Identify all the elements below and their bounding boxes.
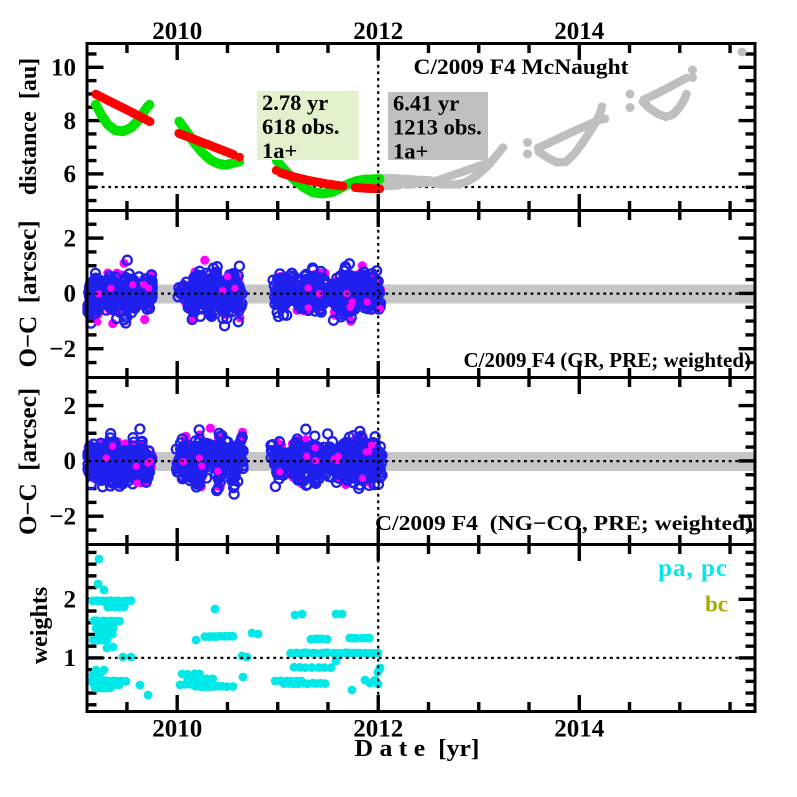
svg-text:8: 8 bbox=[64, 108, 77, 135]
svg-text:D a t e [yr]: D a t e [yr] bbox=[355, 736, 480, 762]
svg-text:distance [au]: distance [au] bbox=[16, 58, 42, 195]
svg-text:0: 0 bbox=[64, 281, 77, 308]
svg-text:2010: 2010 bbox=[152, 716, 202, 743]
svg-text:bc: bc bbox=[705, 592, 728, 617]
svg-text:C/2009 F4 (GR, PRE; weighted): C/2009 F4 (GR, PRE; weighted) bbox=[463, 348, 751, 372]
svg-text:pa, pc: pa, pc bbox=[658, 555, 728, 582]
svg-text:10: 10 bbox=[51, 55, 76, 82]
svg-text:2014: 2014 bbox=[554, 716, 605, 743]
svg-text:2014: 2014 bbox=[554, 18, 605, 45]
svg-text:−2: −2 bbox=[49, 504, 76, 531]
svg-text:O−C [arcsec]: O−C [arcsec] bbox=[15, 220, 42, 367]
svg-text:2: 2 bbox=[64, 587, 77, 614]
svg-text:weights: weights bbox=[27, 587, 53, 664]
svg-text:2012: 2012 bbox=[353, 18, 403, 45]
svg-text:C/2009 F4 McNaught: C/2009 F4 McNaught bbox=[414, 54, 630, 79]
svg-text:2012: 2012 bbox=[353, 716, 403, 743]
svg-text:C/2009 F4 (NG−CO, PRE; weight: C/2009 F4 (NG−CO, PRE; weighted) bbox=[375, 511, 753, 535]
svg-text:1: 1 bbox=[64, 645, 77, 672]
svg-text:2010: 2010 bbox=[152, 18, 202, 45]
svg-text:0: 0 bbox=[64, 448, 77, 475]
svg-text:2.78 yr: 2.78 yr bbox=[262, 90, 328, 115]
svg-text:2: 2 bbox=[64, 225, 77, 252]
svg-text:6: 6 bbox=[64, 161, 77, 188]
svg-text:6.41 yr: 6.41 yr bbox=[393, 91, 459, 116]
svg-text:−2: −2 bbox=[49, 336, 76, 363]
svg-text:O−C [arcsec]: O−C [arcsec] bbox=[15, 388, 42, 535]
svg-text:1a+: 1a+ bbox=[262, 138, 297, 163]
svg-text:1a+: 1a+ bbox=[393, 139, 428, 164]
svg-text:1213 obs.: 1213 obs. bbox=[393, 115, 482, 140]
svg-text:2: 2 bbox=[64, 393, 77, 420]
svg-text:618 obs.: 618 obs. bbox=[262, 114, 340, 139]
